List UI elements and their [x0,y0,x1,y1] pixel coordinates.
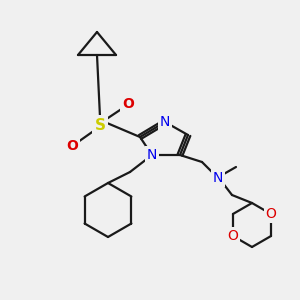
Text: O: O [266,207,277,221]
Text: O: O [66,139,78,153]
Text: S: S [94,118,106,133]
Text: O: O [227,229,239,243]
Text: N: N [160,115,170,129]
Text: O: O [122,97,134,111]
Text: N: N [213,171,223,185]
Text: N: N [147,148,157,162]
